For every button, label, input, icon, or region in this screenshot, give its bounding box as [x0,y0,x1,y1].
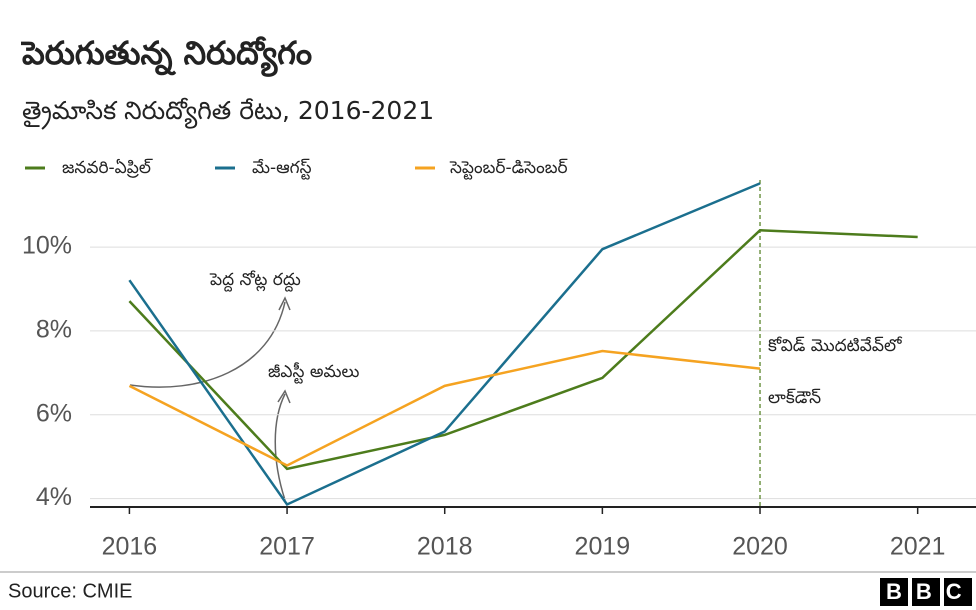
series-line [128,182,761,507]
x-tick-label: 2017 [259,533,315,561]
chart-subtitle: త్రైమాసిక నిరుద్యోగిత రేటు, 2016-2021 [22,96,434,130]
arrow [129,301,286,388]
y-tick-label: 8% [36,316,72,344]
arrow-head [277,389,291,404]
annotation: జీఎస్టీ అమలు [268,362,359,384]
source: Source: CMIE [8,580,132,602]
annotation: లాక్‌డౌన్ [768,388,821,408]
arrow [274,393,286,501]
y-tick-label: 6% [36,399,72,427]
x-tick-label: 2020 [732,533,788,561]
y-tick-label: 4% [36,483,72,511]
y-tick-label: 10% [22,232,72,260]
chart-title: పెరుగుతున్న నిరుద్యోగం [20,34,312,77]
logo: BBC [886,579,976,604]
x-tick-label: 2019 [575,533,631,561]
annotation: కోవిడ్ మొదటివేవ్‌లో [768,336,903,356]
legend-label: జనవరి-ఏప్రిల్ [62,158,153,178]
logo-box [944,578,972,606]
x-tick-label: 2018 [417,533,473,561]
x-tick-label: 2021 [890,533,946,561]
legend-label: మే-ఆగస్ట్ [252,158,312,180]
annotation: పెద్ద నోట్ల రద్దు [209,270,301,292]
logo-box [912,578,940,606]
legend-label: సెప్టెంబర్-డిసెంబర్ [449,158,568,180]
arrow-head [278,296,291,311]
series-line [128,229,918,471]
series-line [128,349,761,467]
logo-box [880,578,908,606]
x-tick-label: 2016 [102,533,158,561]
